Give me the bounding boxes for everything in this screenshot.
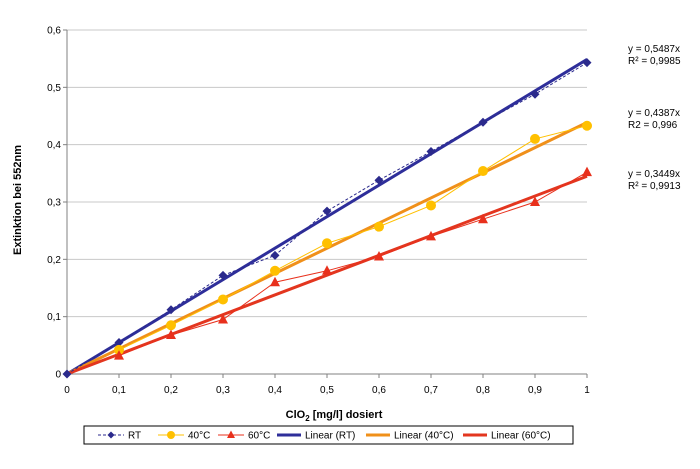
x-tick-label: 0,8 (476, 385, 490, 396)
legend-entry: 60°C (218, 430, 270, 442)
data-point (270, 250, 280, 260)
y-tick-label: 0,3 (47, 198, 61, 209)
trendline-r-squared: R² = 0,9985 (628, 56, 681, 67)
y-tick-label: 0,2 (47, 255, 61, 266)
data-point (530, 89, 540, 99)
legend-entry: RT (98, 431, 141, 442)
data-point (426, 147, 436, 157)
legend-entry: Linear (40°C) (366, 431, 454, 442)
data-point (530, 196, 540, 206)
axes (63, 29, 588, 378)
legend-label: Linear (RT) (305, 431, 355, 442)
legend-entry: 40°C (158, 431, 210, 442)
legend-entry: Linear (RT) (277, 431, 355, 442)
x-axis-title-main: ClO (286, 409, 306, 421)
data-point (530, 133, 540, 144)
y-tick-label: 0 (55, 370, 61, 381)
series-line (66, 62, 588, 375)
x-axis-title: ClO2 [mg/l] dosiert (286, 409, 383, 423)
x-tick-label: 0 (64, 385, 70, 396)
data-point (270, 265, 280, 276)
data-point (582, 120, 592, 131)
data-point (322, 238, 332, 249)
x-axis-title-subscript: 2 (305, 414, 310, 423)
series (62, 58, 592, 379)
series-group (114, 120, 592, 355)
y-tick-label: 0,5 (47, 83, 61, 94)
trendline-r-squared: R2 = 0,996 (628, 120, 678, 131)
series-line (118, 125, 588, 351)
legend-swatch-marker (107, 431, 115, 439)
data-point (322, 265, 332, 275)
data-point (478, 117, 488, 127)
y-tick-labels: 0 0,1 0,2 0,3 0,4 0,5 0,6 (47, 26, 61, 381)
trendline-equation: y = 0,5487x (628, 44, 680, 55)
legend-label: 60°C (248, 431, 270, 442)
data-point (478, 166, 488, 177)
legend-label: Linear (60°C) (491, 431, 551, 442)
y-tick-label: 0,4 (47, 140, 61, 151)
data-point (582, 58, 592, 68)
y-tick-label: 0,1 (47, 312, 61, 323)
data-point (374, 175, 384, 185)
y-tick-label: 0,6 (47, 26, 61, 37)
legend-label: Linear (40°C) (394, 431, 454, 442)
trendline-equation: y = 0,4387x (628, 108, 680, 119)
y-axis-title: Extinktion bei 552nm (12, 145, 24, 255)
legend-label: 40°C (188, 431, 210, 442)
data-point (374, 250, 384, 261)
legend-swatch-marker (227, 430, 235, 438)
x-tick-label: 0,3 (216, 385, 230, 396)
trendline (66, 174, 588, 376)
data-point (270, 276, 280, 287)
legend-entry: Linear (60°C) (463, 431, 551, 442)
x-tick-label: 0,1 (112, 385, 126, 396)
data-point (218, 314, 228, 324)
data-point (218, 270, 228, 280)
x-tick-labels: 0 0,1 0,2 0,3 0,4 0,5 0,6 0,7 0,8 0,9 1 (64, 385, 590, 396)
legend-label: RT (128, 431, 141, 442)
data-point (374, 221, 384, 232)
x-tick-label: 0,5 (320, 385, 334, 396)
series-line (118, 171, 588, 357)
x-axis-title-rest: [mg/l] dosiert (310, 409, 383, 421)
data-point (322, 206, 332, 216)
data-point (114, 337, 124, 347)
data-point (114, 344, 124, 355)
data-point (426, 230, 436, 241)
series-group (62, 58, 592, 379)
trendlines (66, 58, 588, 376)
x-tick-label: 1 (584, 385, 590, 396)
data-point (166, 305, 176, 315)
data-point (166, 320, 176, 331)
data-point (478, 213, 488, 224)
x-tick-label: 0,7 (424, 385, 438, 396)
data-point (582, 166, 592, 177)
x-tick-label: 0,9 (528, 385, 542, 396)
legend-swatch-marker (167, 431, 175, 439)
data-point (426, 200, 436, 211)
data-point (166, 329, 176, 340)
data-point (218, 294, 228, 305)
legend: RT 40°C 60°C Linear (RT) Linear (40°C) Linear… (83, 425, 574, 445)
x-tick-label: 0,6 (372, 385, 386, 396)
data-point (114, 350, 124, 360)
trendline (66, 58, 588, 376)
x-tick-label: 0,4 (268, 385, 282, 396)
data-point (62, 369, 72, 379)
series-group (114, 166, 592, 360)
trendline-equation: y = 0,3449x (628, 169, 680, 180)
trendline-r-squared: R² = 0,9913 (628, 181, 681, 192)
x-tick-label: 0,2 (164, 385, 178, 396)
gridlines (67, 29, 587, 318)
legend-box (83, 425, 574, 445)
